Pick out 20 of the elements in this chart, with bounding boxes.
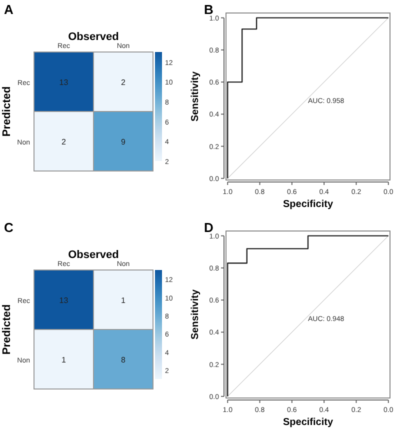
data-label: 13 (59, 296, 69, 305)
x-axis-title: Specificity (282, 199, 334, 210)
x-axis-title: Observed (68, 31, 119, 43)
chart-title: B (204, 2, 214, 17)
data-label: 2 (121, 78, 126, 87)
chart-title: C (4, 220, 14, 235)
chart-title: D (204, 220, 214, 235)
data-label: 1 (121, 296, 126, 305)
chart-title: A (4, 2, 14, 17)
data-label: 2 (62, 137, 67, 146)
y-axis-title: Predicted (1, 86, 13, 137)
y-axis-title: Sensitivity (190, 71, 201, 122)
y-axis-title: Sensitivity (190, 289, 201, 340)
data-label: 13 (59, 78, 69, 87)
data-label: 8 (121, 355, 126, 364)
data-label: 1 (62, 355, 67, 364)
data-label: 9 (121, 137, 126, 146)
x-axis-title: Specificity (282, 417, 334, 428)
y-axis-title: Predicted (1, 304, 13, 355)
x-axis-title: Observed (68, 249, 119, 261)
